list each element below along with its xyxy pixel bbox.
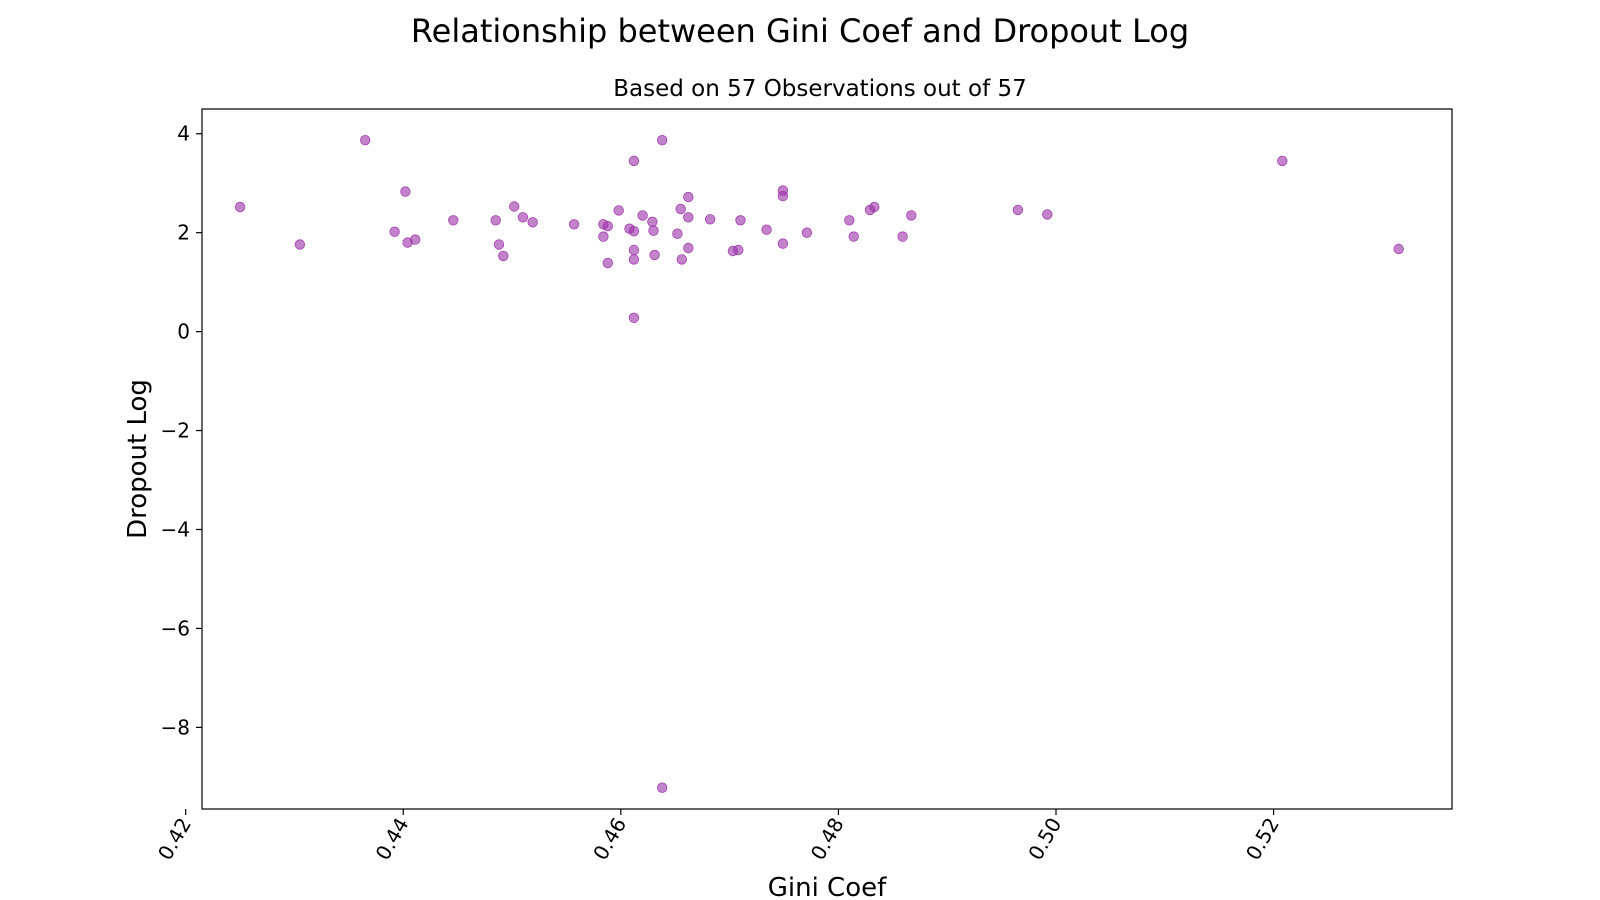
y-tick-label: 4 [177,122,190,146]
data-point [400,186,411,197]
data-point [657,134,668,146]
data-point [527,217,538,228]
data-point [869,201,880,213]
data-point [628,312,640,324]
data-point [1393,243,1404,255]
data-point [761,224,772,235]
data-point [897,231,908,242]
chart-subtitle: Based on 57 Observations out of 57 [613,76,1027,102]
data-point [683,191,694,203]
data-point [360,134,371,146]
x-tick-label: 0.46 [588,814,631,865]
data-point [675,203,686,215]
x-tick-label: 0.50 [1023,814,1066,865]
plot-frame [201,108,1453,810]
data-point [735,215,746,226]
data-point [649,249,660,261]
chart-title: Relationship between Gini Coef and Dropo… [410,12,1190,50]
data-point [777,190,789,202]
data-point [648,225,659,236]
x-axis-label: Gini Coef [768,873,887,900]
data-point [683,212,694,223]
data-point [493,239,505,250]
data-point [448,215,459,226]
data-point [613,205,624,216]
data-point [602,220,614,232]
data-point [628,244,640,256]
x-tick-label: 0.48 [806,814,849,865]
y-tick-label: −6 [161,616,190,640]
data-point [676,254,688,265]
data-point [517,212,529,223]
y-tick-label: 2 [177,221,190,245]
data-point [637,210,648,221]
data-point [628,155,640,167]
data-point [1012,204,1024,216]
data-point [848,231,859,242]
data-point [704,214,716,225]
data-point [498,250,509,262]
y-tick-label: 0 [177,320,190,344]
y-axis: 4 2 0 −2 −4 −6 −8 [161,122,202,739]
data-point [490,215,501,226]
data-point [801,227,813,238]
points-layer [234,134,1404,793]
y-tick-label: −2 [161,419,190,443]
data-point [906,210,917,221]
data-point [389,226,400,237]
data-point [1277,155,1288,167]
data-point [1042,209,1053,220]
data-point [672,228,683,239]
data-point [628,225,640,237]
data-point [509,201,520,212]
x-axis: 0.42 0.44 0.46 0.48 0.50 0.52 [153,809,1284,864]
data-point [647,216,658,228]
data-point [844,215,855,226]
data-point [234,201,246,213]
x-tick-label: 0.44 [371,814,414,865]
data-point [294,239,306,250]
data-point [628,254,640,265]
data-point [602,257,614,269]
data-point [657,782,668,793]
data-point [598,231,609,242]
y-tick-label: −4 [161,517,190,541]
data-point [568,219,580,230]
data-point [683,242,694,254]
x-tick-label: 0.52 [1241,814,1284,865]
data-point [733,244,744,256]
x-tick-label: 0.42 [153,814,196,865]
y-tick-label: −8 [161,715,190,739]
data-point [410,234,421,245]
y-axis-label: Dropout Log [123,379,153,539]
data-point [777,238,789,249]
